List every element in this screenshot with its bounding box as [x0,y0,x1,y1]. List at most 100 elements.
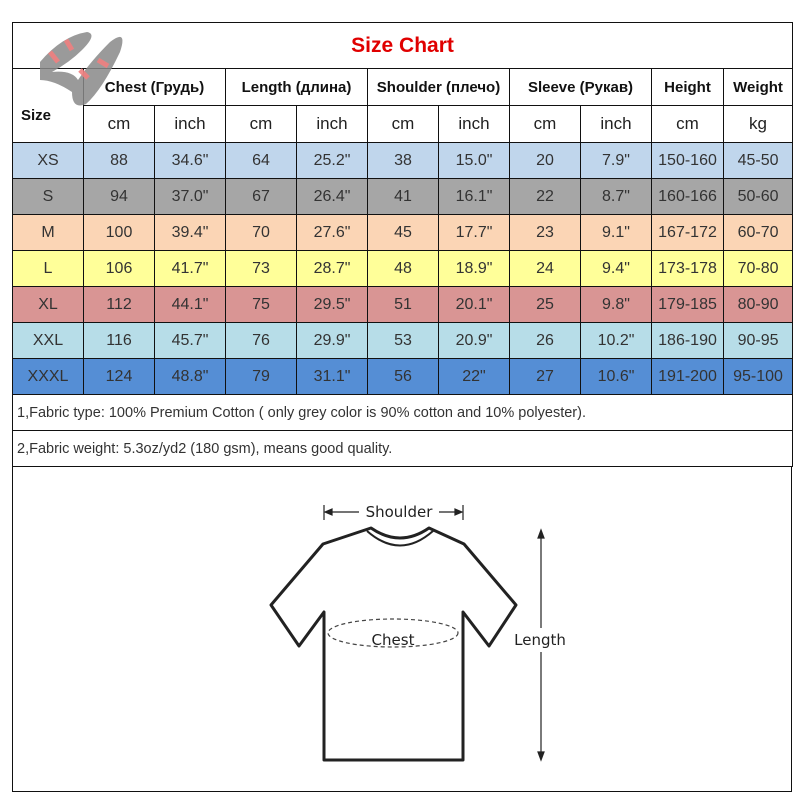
value-cell: 100 [83,214,155,251]
length-label: Length [514,631,566,649]
value-cell: 60-70 [722,214,794,251]
value-cell: 160-166 [651,178,724,215]
value-cell: 27.6" [296,214,368,251]
size-cell: M [12,214,84,251]
size-cell: L [12,250,84,287]
value-cell: 25 [509,286,581,323]
value-cell: 23 [509,214,581,251]
table-row: XXXL 124 48.8" 79 31.1" 56 22" 27 10.6" 191-200 95… [12,358,794,395]
size-chart-table: Size Chart Size Chest (Грудь) Length (длин… [11,22,794,467]
unit-header: inch [154,105,226,143]
unit-header: inch [580,105,652,143]
value-cell: 94 [83,178,155,215]
chest-measure-line [327,618,459,648]
value-cell: 38 [367,142,439,179]
column-group-header: Height [651,68,724,106]
size-cell: XS [12,142,84,179]
value-cell: 9.1" [580,214,652,251]
value-cell: 48.8" [154,358,226,395]
value-cell: 167-172 [651,214,724,251]
value-cell: 70 [225,214,297,251]
size-cell: XL [12,286,84,323]
shoulder-label: Shoulder [366,503,434,521]
value-cell: 73 [225,250,297,287]
value-cell: 186-190 [651,322,724,359]
value-cell: 7.9" [580,142,652,179]
value-cell: 116 [83,322,155,359]
chart-title: Size Chart [11,22,794,69]
value-cell: 26.4" [296,178,368,215]
value-cell: 41.7" [154,250,226,287]
value-cell: 45-50 [722,142,794,179]
value-cell: 31.1" [296,358,368,395]
value-cell: 106 [83,250,155,287]
tshirt-diagram: Shoulder Chest Length [12,466,792,792]
value-cell: 20.9" [438,322,510,359]
value-cell: 22 [509,178,581,215]
value-cell: 10.2" [580,322,652,359]
value-cell: 41 [367,178,439,215]
value-cell: 80-90 [722,286,794,323]
unit-header: cm [83,105,155,143]
column-group-header: Sleeve (Рукав) [509,68,652,106]
value-cell: 191-200 [651,358,724,395]
value-cell: 150-160 [651,142,724,179]
unit-header: cm [225,105,297,143]
value-cell: 48 [367,250,439,287]
table-row: S 94 37.0" 67 26.4" 41 16.1" 22 8.7" 160-166 50-60 [12,178,794,215]
value-cell: 15.0" [438,142,510,179]
value-cell: 44.1" [154,286,226,323]
size-cell: XXL [12,322,84,359]
value-cell: 9.4" [580,250,652,287]
value-cell: 45.7" [154,322,226,359]
value-cell: 10.6" [580,358,652,395]
value-cell: 124 [83,358,155,395]
size-cell: S [12,178,84,215]
note-fabric-type: 1,Fabric type: 100% Premium Cotton ( onl… [11,394,794,431]
column-group-header: Shoulder (плечо) [367,68,510,106]
tshirt-outline-icon [269,526,518,762]
value-cell: 26 [509,322,581,359]
value-cell: 112 [83,286,155,323]
brand-logo-icon [40,32,123,106]
value-cell: 51 [367,286,439,323]
value-cell: 173-178 [651,250,724,287]
size-cell: XXXL [12,358,84,395]
value-cell: 9.8" [580,286,652,323]
value-cell: 28.7" [296,250,368,287]
value-cell: 20 [509,142,581,179]
value-cell: 88 [83,142,155,179]
value-cell: 179-185 [651,286,724,323]
value-cell: 29.9" [296,322,368,359]
unit-header: inch [296,105,368,143]
value-cell: 75 [225,286,297,323]
table-row: XS 88 34.6" 64 25.2" 38 15.0" 20 7.9" 150-160 45-5… [12,142,794,179]
table-row: XXL 116 45.7" 76 29.9" 53 20.9" 26 10.2" 186-190 9… [12,322,794,359]
value-cell: 53 [367,322,439,359]
unit-header: kg [722,105,794,143]
value-cell: 70-80 [722,250,794,287]
value-cell: 34.6" [154,142,226,179]
unit-header: cm [367,105,439,143]
value-cell: 90-95 [722,322,794,359]
value-cell: 16.1" [438,178,510,215]
value-cell: 27 [509,358,581,395]
value-cell: 45 [367,214,439,251]
value-cell: 95-100 [722,358,794,395]
value-cell: 76 [225,322,297,359]
note-fabric-weight: 2,Fabric weight: 5.3oz/yd2 (180 gsm), me… [11,430,794,467]
unit-header: cm [651,105,724,143]
value-cell: 18.9" [438,250,510,287]
value-cell: 67 [225,178,297,215]
unit-header: cm [509,105,581,143]
value-cell: 29.5" [296,286,368,323]
value-cell: 39.4" [154,214,226,251]
value-cell: 24 [509,250,581,287]
value-cell: 56 [367,358,439,395]
table-row: XL 112 44.1" 75 29.5" 51 20.1" 25 9.8" 179-185 80-… [12,286,794,323]
table-row: L 106 41.7" 73 28.7" 48 18.9" 24 9.4" 173-178 70-8… [12,250,794,287]
column-group-header: Weight [722,68,794,106]
table-row: M 100 39.4" 70 27.6" 45 17.7" 23 9.1" 167-172 60-7… [12,214,794,251]
value-cell: 17.7" [438,214,510,251]
value-cell: 8.7" [580,178,652,215]
